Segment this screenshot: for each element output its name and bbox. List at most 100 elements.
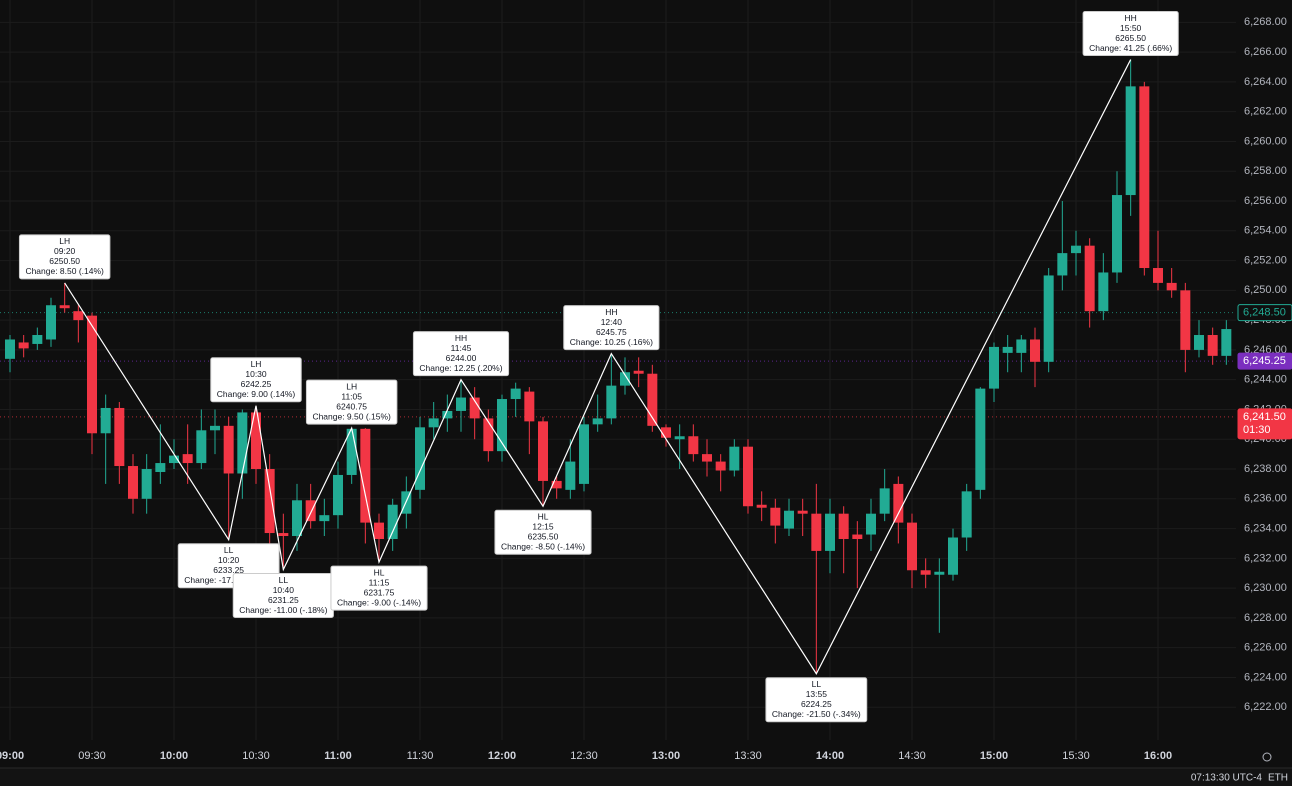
candle-body bbox=[237, 412, 248, 474]
label-line: Change: 41.25 (.66%) bbox=[1089, 43, 1172, 53]
x-tick-label: 15:30 bbox=[1062, 750, 1090, 762]
candle-body bbox=[989, 346, 999, 389]
candle-body bbox=[524, 391, 535, 422]
label-line: Change: -17.25 (-.28%) bbox=[184, 575, 273, 585]
candle-body bbox=[333, 474, 343, 516]
candle-body bbox=[141, 469, 152, 499]
candle-body bbox=[87, 315, 97, 434]
x-tick-label: 13:00 bbox=[652, 750, 680, 762]
label-line: HH bbox=[605, 307, 617, 317]
label-line: 6233.25 bbox=[213, 565, 244, 575]
candle-body bbox=[251, 412, 261, 470]
label-line: LH bbox=[346, 381, 357, 391]
x-tick-label: 16:00 bbox=[1144, 750, 1172, 762]
candle-body bbox=[155, 463, 166, 472]
label-line: LH bbox=[251, 359, 262, 369]
candle-body bbox=[538, 421, 548, 481]
candle-body bbox=[374, 522, 384, 539]
y-tick-label: 6,264.00 bbox=[1244, 76, 1287, 88]
x-tick-label: 10:30 bbox=[242, 750, 270, 762]
label-line: 6245.75 bbox=[596, 327, 627, 337]
label-line: 6244.00 bbox=[446, 353, 477, 363]
label-line: LL bbox=[279, 575, 289, 585]
candle-body bbox=[620, 372, 630, 386]
label-line: 6231.25 bbox=[268, 595, 299, 605]
candle-body bbox=[1084, 245, 1095, 312]
price-tag bbox=[1237, 352, 1292, 370]
candle-body bbox=[1112, 195, 1122, 273]
y-tick-label: 6,266.00 bbox=[1244, 46, 1287, 58]
x-tick-label: 11:30 bbox=[407, 750, 434, 762]
candle-body bbox=[223, 425, 234, 474]
label-line: HL bbox=[374, 567, 385, 577]
x-tick-label: 09:00 bbox=[0, 750, 24, 762]
candle-body bbox=[1125, 86, 1136, 196]
label-line: 10:30 bbox=[245, 369, 267, 379]
price-tag bbox=[1237, 408, 1292, 440]
label-line: HH bbox=[1125, 13, 1137, 23]
y-tick-label: 6,244.00 bbox=[1244, 374, 1287, 386]
y-tick-label: 6,256.00 bbox=[1244, 195, 1287, 207]
label-line: 15:50 bbox=[1120, 23, 1142, 33]
label-box bbox=[563, 305, 660, 351]
candle-body bbox=[169, 455, 179, 464]
label-line: HL bbox=[538, 511, 549, 521]
x-tick-label: 14:00 bbox=[816, 750, 844, 762]
candle-body bbox=[264, 469, 275, 534]
candle-body bbox=[1030, 339, 1040, 362]
label-line: Change: 10.25 (.16%) bbox=[570, 337, 653, 347]
label-box bbox=[1082, 11, 1179, 57]
candle-body bbox=[1002, 346, 1013, 353]
status-bar bbox=[0, 768, 1292, 786]
candle-body bbox=[975, 388, 986, 490]
label-line: 12:40 bbox=[601, 317, 623, 327]
candle-body bbox=[278, 533, 289, 537]
label-box bbox=[765, 677, 868, 723]
candle-body bbox=[1057, 253, 1068, 276]
candle-body bbox=[647, 373, 658, 426]
timezone: 07:13:30 UTC-4 bbox=[1191, 773, 1263, 784]
label-line: LL bbox=[812, 679, 822, 689]
label-line: Change: 8.50 (.14%) bbox=[25, 266, 104, 276]
label-line: LL bbox=[224, 545, 234, 555]
y-tick-label: 6,236.00 bbox=[1244, 493, 1287, 505]
candle-body bbox=[483, 418, 494, 452]
candle-body bbox=[825, 513, 835, 551]
candle-body bbox=[428, 418, 439, 428]
y-tick-label: 6,224.00 bbox=[1244, 671, 1287, 683]
candle-body bbox=[866, 513, 876, 535]
candle-body bbox=[797, 510, 808, 514]
y-tick-label: 6,250.00 bbox=[1244, 284, 1287, 296]
y-tick-label: 6,258.00 bbox=[1244, 165, 1287, 177]
candle-body bbox=[961, 491, 972, 538]
label-line: Change: 9.00 (.14%) bbox=[217, 389, 296, 399]
y-tick-label: 6,234.00 bbox=[1244, 522, 1287, 534]
candle-body bbox=[292, 500, 302, 537]
candle-body bbox=[346, 428, 357, 475]
label-line: 12:15 bbox=[532, 521, 554, 531]
label-line: 6231.75 bbox=[364, 587, 395, 597]
label-box bbox=[305, 379, 398, 425]
y-tick-label: 6,230.00 bbox=[1244, 582, 1287, 594]
x-tick-label: 11:00 bbox=[324, 750, 352, 762]
candle-body bbox=[879, 488, 890, 514]
settings-icon[interactable] bbox=[1262, 752, 1272, 762]
price-tag-label: 6,245.25 bbox=[1243, 355, 1286, 367]
candle-body bbox=[1043, 275, 1054, 362]
label-box bbox=[412, 331, 510, 377]
label-box bbox=[18, 234, 111, 280]
x-tick-label: 15:00 bbox=[980, 750, 1008, 762]
candle-body bbox=[18, 342, 29, 349]
y-tick-label: 6,222.00 bbox=[1244, 701, 1287, 713]
label-line: 11:45 bbox=[451, 343, 472, 353]
label-line: Change: -21.50 (-.34%) bbox=[772, 709, 861, 719]
candle-body bbox=[948, 537, 958, 575]
